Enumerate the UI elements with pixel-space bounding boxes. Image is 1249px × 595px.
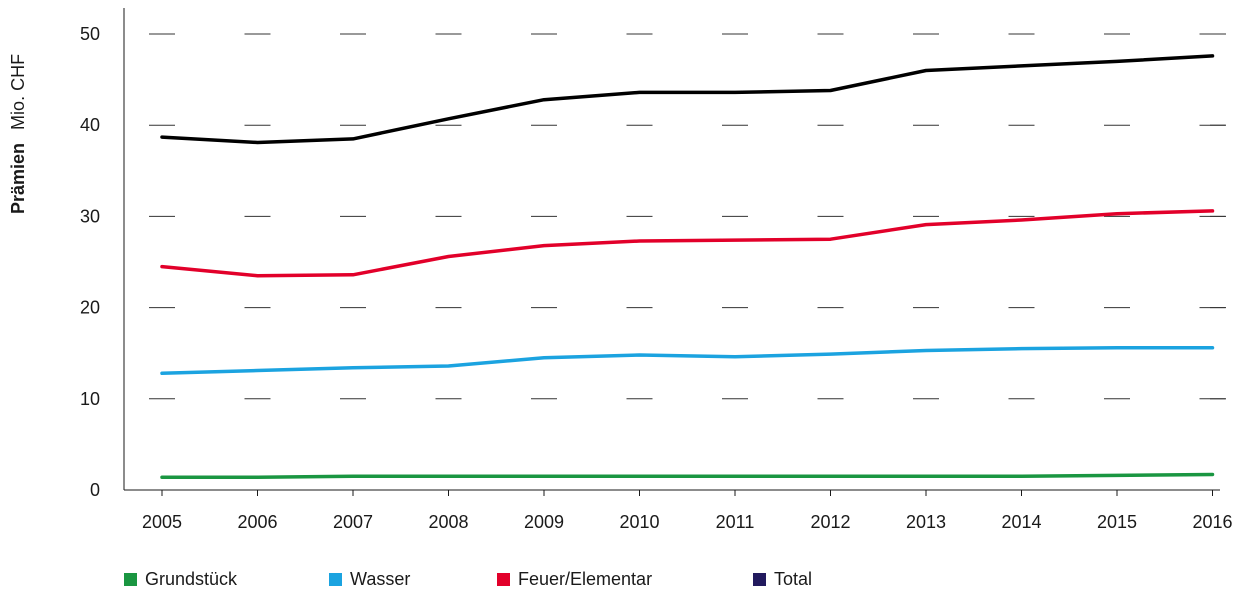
x-tick-label: 2010	[619, 512, 659, 532]
x-tick-label: 2011	[716, 512, 755, 532]
y-axis-label-unit: Mio. CHF	[8, 54, 28, 130]
legend-swatch	[497, 573, 510, 586]
legend-swatch	[124, 573, 137, 586]
y-tick-label: 0	[90, 480, 100, 500]
y-tick-label: 30	[80, 206, 100, 226]
series-line-4	[160, 54, 1215, 145]
y-axis-label-bold: Prämien	[8, 143, 28, 214]
grid-lines	[149, 33, 1226, 400]
legend-label: Feuer/Elementar	[518, 569, 653, 589]
series-line-1	[160, 472, 1215, 479]
legend-swatch	[753, 573, 766, 586]
y-tick-label: 50	[80, 24, 100, 44]
series-lines	[160, 54, 1215, 479]
y-axis-label: Prämien Mio. CHF	[8, 54, 28, 214]
series-line-3	[160, 209, 1215, 278]
x-tick-labels: 2005 2006 2007 2008 2009 2010 2011 2012 2013 2014…	[142, 490, 1233, 532]
x-tick-label: 2012	[810, 512, 850, 532]
x-tick-label: 2006	[237, 512, 277, 532]
x-tick-label: 2009	[524, 512, 564, 532]
y-tick-labels: 0 10 20 30 40 50	[80, 24, 100, 500]
y-tick-label: 40	[80, 115, 100, 135]
legend: Grundstück Wasser Feuer/Elementar Total	[124, 569, 812, 590]
legend-label: Grundstück	[145, 569, 238, 589]
x-tick-label: 2015	[1097, 512, 1137, 532]
legend-swatch	[329, 573, 342, 586]
x-tick-label: 2016	[1192, 512, 1232, 532]
axes	[123, 8, 1220, 491]
x-tick-label: 2005	[142, 512, 182, 532]
y-tick-label: 20	[80, 298, 100, 318]
legend-label: Wasser	[350, 569, 411, 589]
legend-item-feuer-elementar: Feuer/Elementar	[497, 569, 753, 590]
y-tick-label: 10	[80, 389, 100, 409]
x-tick-label: 2008	[428, 512, 468, 532]
x-tick-label: 2014	[1001, 512, 1041, 532]
legend-item-total: Total	[753, 569, 812, 590]
legend-label: Total	[774, 569, 813, 589]
x-tick-label: 2007	[333, 512, 373, 532]
x-tick-label: 2013	[906, 512, 946, 532]
legend-item-wasser: Wasser	[329, 569, 497, 590]
legend-item-grundstueck: Grundstück	[124, 569, 329, 590]
series-line-2	[160, 345, 1215, 376]
